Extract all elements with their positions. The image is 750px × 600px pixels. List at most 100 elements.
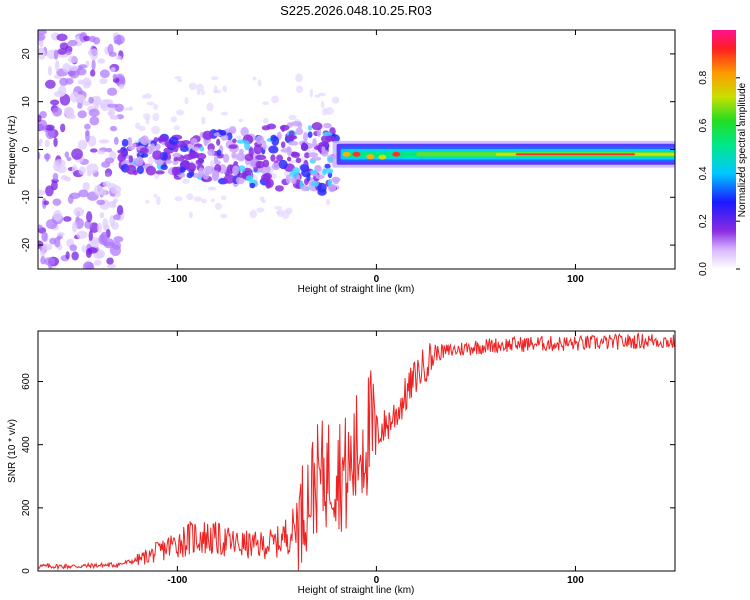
spectrogram-cell bbox=[168, 136, 179, 145]
snr-xtick-label: -100 bbox=[167, 575, 187, 586]
spectrogram-cell bbox=[201, 116, 206, 125]
spectrogram-cell bbox=[65, 251, 70, 260]
spectrogram-cell bbox=[309, 88, 314, 98]
colorbar-tick-label: 0.4 bbox=[698, 166, 709, 180]
spectrogram-ytick-label: -10 bbox=[21, 190, 32, 205]
snr-xtick-label: 100 bbox=[567, 575, 584, 586]
spectrogram-cell bbox=[127, 137, 133, 146]
spectrogram-cell bbox=[285, 174, 291, 184]
spectrogram-cell bbox=[325, 107, 335, 115]
spectrogram-cell bbox=[352, 151, 361, 157]
spectrogram-cell bbox=[115, 55, 122, 61]
snr-panel: 0 200 400 600 -100 0 100 Height of straight l… bbox=[7, 330, 676, 596]
spectrogram-cell bbox=[59, 93, 71, 106]
spectrogram-cell bbox=[59, 42, 69, 50]
spectrogram-cell bbox=[58, 85, 67, 97]
spectrogram-cell bbox=[77, 79, 84, 85]
spectrogram-cell bbox=[53, 159, 66, 168]
spectrogram-cell bbox=[110, 222, 119, 230]
spectrogram-cell bbox=[100, 234, 105, 243]
spectrogram-cell bbox=[220, 195, 227, 201]
spectrogram-cell bbox=[76, 67, 87, 76]
colorbar-ticks: 0.0 0.2 0.4 0.6 0.8 bbox=[698, 70, 740, 276]
snr-x-axis: -100 0 100 bbox=[167, 331, 584, 586]
spectrogram-cell bbox=[213, 85, 218, 94]
spectrogram-ytick-label: -20 bbox=[21, 237, 32, 252]
spectrogram-cell bbox=[146, 101, 155, 106]
spectrogram-cell bbox=[89, 48, 99, 61]
spectrogram-cell bbox=[38, 33, 46, 41]
spectrogram-cell bbox=[257, 79, 262, 87]
spectrogram-cell bbox=[94, 104, 99, 110]
spectrogram-cell bbox=[309, 169, 318, 175]
spectrogram-cell bbox=[69, 244, 78, 252]
spectrogram-cell bbox=[303, 131, 308, 142]
spectrogram-cell bbox=[114, 39, 123, 45]
spectrogram-cell bbox=[172, 152, 182, 158]
spectrogram-cell bbox=[281, 125, 286, 133]
spectrogram-cell bbox=[275, 211, 282, 215]
spectrogram-cell bbox=[331, 96, 340, 104]
spectrogram-cell bbox=[90, 239, 100, 248]
spectrogram-cell bbox=[153, 103, 158, 111]
spectrogram-cell bbox=[295, 157, 302, 164]
spectrogram-cell bbox=[318, 92, 326, 97]
spectrogram-cell bbox=[300, 164, 310, 172]
spectrogram-cell bbox=[78, 189, 89, 198]
spectrogram-cell bbox=[312, 137, 317, 148]
spectrogram-cell bbox=[228, 144, 238, 149]
snr-frame bbox=[37, 330, 676, 572]
spectrogram-cell bbox=[88, 96, 94, 104]
colorbar: 0.0 0.2 0.4 0.6 0.8 Normalized spectral ampl… bbox=[698, 30, 748, 276]
spectrogram-cell bbox=[186, 193, 194, 201]
colorbar-tick-label: 0.0 bbox=[698, 262, 709, 276]
spectrogram-cell bbox=[86, 163, 99, 174]
spectrogram-cell bbox=[232, 138, 237, 144]
spectrogram-cell bbox=[160, 164, 168, 171]
spectrogram-cell bbox=[199, 146, 205, 152]
spectrogram-cell bbox=[252, 76, 257, 81]
spectrogram-cell bbox=[65, 113, 76, 120]
spectrogram-cell bbox=[88, 230, 93, 242]
spectrogram-cell bbox=[153, 137, 159, 143]
spectrogram-cell bbox=[63, 216, 72, 222]
spectrogram-cell bbox=[221, 111, 228, 116]
spectrogram-cell bbox=[180, 167, 186, 173]
spectrogram-cell bbox=[82, 182, 90, 191]
spectrogram-cell bbox=[104, 172, 111, 177]
spectrogram-cell bbox=[308, 152, 319, 158]
spectrogram-cell bbox=[41, 243, 53, 251]
spectrogram-cell bbox=[236, 172, 247, 178]
spectrogram-cell bbox=[297, 121, 303, 129]
spectrogram-cell bbox=[392, 151, 401, 157]
spectrogram-cell bbox=[60, 175, 68, 180]
spectrogram-cell bbox=[253, 144, 263, 155]
spectrogram-band bbox=[515, 153, 636, 156]
spectrogram-cell bbox=[117, 149, 128, 154]
spectrogram-cell bbox=[295, 85, 304, 94]
spectrogram-cell bbox=[155, 170, 165, 175]
spectrogram-cell bbox=[172, 159, 179, 166]
spectrogram-cell bbox=[97, 58, 106, 64]
snr-ytick-label: 200 bbox=[21, 499, 32, 516]
spectrogram-cell bbox=[145, 165, 157, 176]
spectrogram-cell bbox=[278, 159, 288, 170]
spectrogram-cell bbox=[102, 218, 109, 230]
spectrogram-cell bbox=[220, 134, 229, 141]
spectrogram-cell bbox=[274, 206, 283, 210]
spectrogram-cell bbox=[57, 232, 65, 237]
spectrogram-cell bbox=[156, 196, 161, 206]
spectrogram-cell bbox=[140, 152, 149, 158]
spectrogram-cell bbox=[174, 166, 183, 175]
spectrogram-cell bbox=[165, 159, 173, 164]
spectrogram-cell bbox=[274, 185, 284, 192]
spectrogram-cell bbox=[38, 224, 43, 230]
snr-y-axis: 0 200 400 600 bbox=[21, 373, 675, 574]
spectrogram-cell bbox=[262, 117, 269, 124]
spectrogram-cell bbox=[62, 62, 71, 73]
spectrogram-cell bbox=[236, 135, 242, 140]
spectrogram-cell bbox=[210, 76, 219, 81]
spectrogram-cell bbox=[216, 138, 221, 146]
spectrogram-x-axis: -100 0 100 bbox=[167, 30, 584, 285]
spectrogram-cell bbox=[222, 85, 227, 93]
